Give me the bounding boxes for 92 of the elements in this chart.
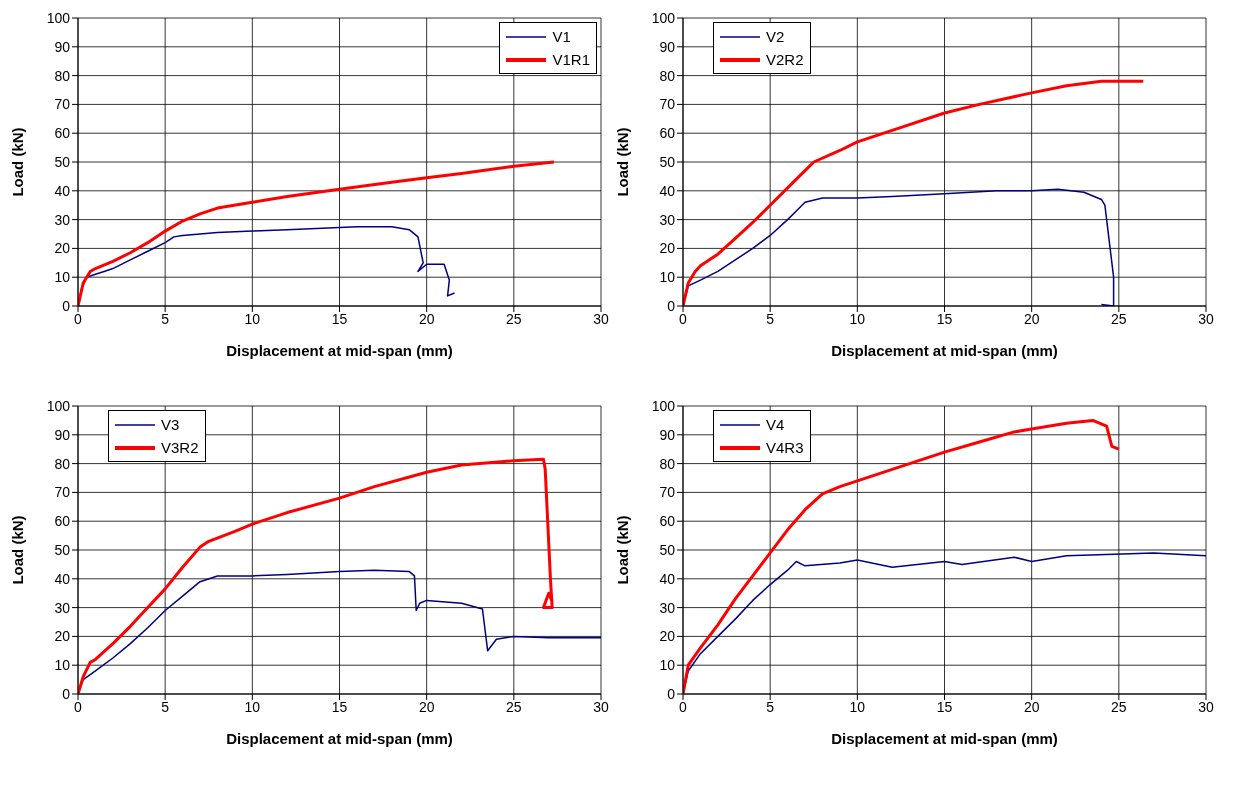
- y-tick-label: 30: [659, 211, 676, 228]
- x-tick-label: 15: [936, 698, 953, 715]
- x-tick-label: 25: [1111, 698, 1127, 715]
- y-tick-label: 100: [46, 397, 71, 414]
- y-tick-label: 50: [54, 541, 71, 558]
- x-tick-label: 10: [849, 698, 866, 715]
- x-tick-label: 5: [161, 698, 170, 715]
- y-tick-label: 30: [659, 599, 676, 616]
- y-tick-label: 70: [54, 96, 71, 113]
- y-tick-label: 50: [54, 153, 71, 170]
- y-tick-label: 40: [659, 182, 676, 199]
- y-tick-label: 80: [54, 67, 71, 84]
- x-tick-label: 10: [849, 310, 866, 327]
- legend-label: V4R3: [766, 439, 804, 456]
- y-tick-label: 0: [62, 297, 71, 314]
- x-tick-label: 15: [331, 310, 348, 327]
- y-tick-label: 70: [54, 484, 71, 501]
- y-tick-label: 40: [659, 570, 676, 587]
- x-tick-label: 25: [506, 698, 522, 715]
- x-tick-label: 20: [1023, 310, 1040, 327]
- y-tick-label: 20: [54, 628, 71, 645]
- y-tick-label: 100: [651, 9, 676, 26]
- x-tick-label: 25: [506, 310, 522, 327]
- y-tick-label: 10: [659, 657, 676, 674]
- y-tick-label: 80: [54, 455, 71, 472]
- y-tick-label: 0: [667, 297, 676, 314]
- y-tick-label: 60: [659, 513, 676, 530]
- y-tick-label: 100: [46, 9, 71, 26]
- x-tick-label: 0: [679, 698, 688, 715]
- y-axis-title: Load (kN): [614, 127, 632, 197]
- y-tick-label: 90: [54, 426, 71, 443]
- y-tick-label: 20: [659, 628, 676, 645]
- y-tick-label: 0: [62, 685, 71, 702]
- y-tick-label: 30: [54, 599, 71, 616]
- x-tick-label: 20: [1023, 698, 1040, 715]
- y-tick-label: 40: [54, 182, 71, 199]
- x-tick-label: 0: [74, 698, 83, 715]
- y-tick-label: 70: [659, 484, 676, 501]
- legend-label: V3: [161, 416, 180, 433]
- y-tick-label: 30: [54, 211, 71, 228]
- legend-label: V4: [766, 416, 785, 433]
- x-tick-label: 20: [418, 310, 435, 327]
- x-tick-label: 5: [161, 310, 170, 327]
- x-axis-title: Displacement at mid-span (mm): [226, 342, 453, 359]
- y-tick-label: 100: [651, 397, 676, 414]
- y-tick-label: 70: [659, 96, 676, 113]
- line-series: [78, 457, 554, 694]
- x-axis-title: Displacement at mid-span (mm): [831, 342, 1058, 359]
- x-tick-label: 15: [936, 310, 953, 327]
- x-tick-label: 5: [766, 310, 775, 327]
- legend-label: V2R2: [766, 51, 804, 68]
- y-tick-label: 50: [659, 541, 676, 558]
- x-tick-label: 20: [418, 698, 435, 715]
- y-tick-label: 10: [54, 269, 71, 286]
- y-tick-label: 60: [54, 513, 71, 530]
- y-tick-label: 10: [659, 269, 676, 286]
- x-tick-label: 30: [1198, 698, 1214, 715]
- y-tick-label: 0: [667, 685, 676, 702]
- y-tick-label: 20: [659, 240, 676, 257]
- x-axis-title: Displacement at mid-span (mm): [831, 730, 1058, 747]
- y-tick-label: 80: [659, 455, 676, 472]
- y-tick-label: 80: [659, 67, 676, 84]
- legend-label: V1: [552, 28, 571, 45]
- x-tick-label: 0: [679, 310, 688, 327]
- y-axis-title: Load (kN): [614, 515, 632, 585]
- y-tick-label: 90: [54, 38, 71, 55]
- x-tick-label: 30: [593, 310, 609, 327]
- line-series: [683, 79, 1145, 306]
- y-axis-title: Load (kN): [9, 127, 27, 197]
- x-tick-label: 15: [331, 698, 348, 715]
- x-tick-label: 10: [244, 698, 261, 715]
- x-tick-label: 5: [766, 698, 775, 715]
- legend-label: V2: [766, 28, 785, 45]
- x-tick-label: 10: [244, 310, 261, 327]
- legend-label: V3R2: [161, 439, 199, 456]
- x-tick-label: 0: [74, 310, 83, 327]
- y-tick-label: 50: [659, 153, 676, 170]
- y-tick-label: 10: [54, 657, 71, 674]
- x-tick-label: 25: [1111, 310, 1127, 327]
- x-axis-title: Displacement at mid-span (mm): [226, 730, 453, 747]
- y-tick-label: 90: [659, 38, 676, 55]
- y-tick-label: 20: [54, 240, 71, 257]
- y-tick-label: 60: [54, 125, 71, 142]
- y-tick-label: 60: [659, 125, 676, 142]
- line-series: [683, 418, 1121, 694]
- legend-label: V1R1: [552, 51, 590, 68]
- y-tick-label: 40: [54, 570, 71, 587]
- x-tick-label: 30: [593, 698, 609, 715]
- y-tick-label: 90: [659, 426, 676, 443]
- y-axis-title: Load (kN): [9, 515, 27, 585]
- line-series: [78, 160, 556, 306]
- x-tick-label: 30: [1198, 310, 1214, 327]
